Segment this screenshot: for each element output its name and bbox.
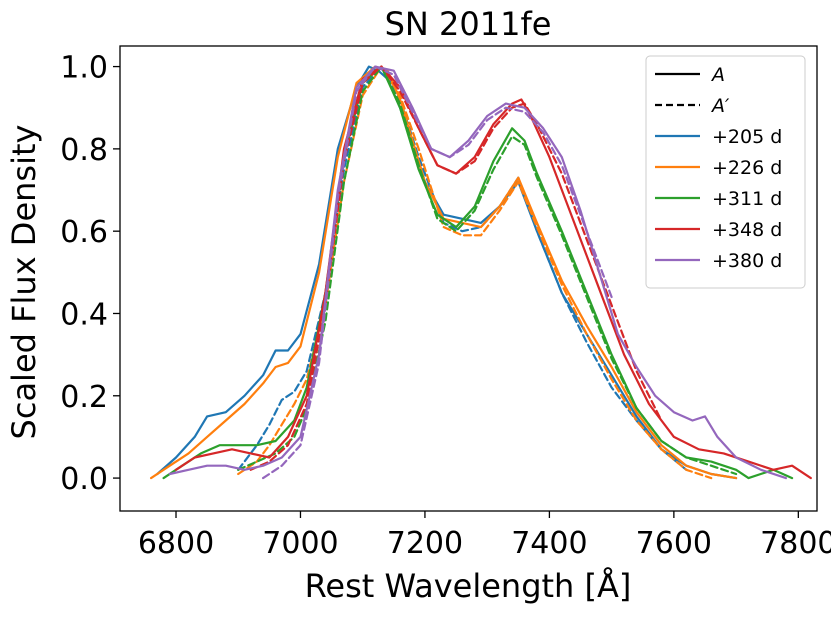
x-tick-label: 7000 bbox=[262, 526, 338, 561]
legend-label: +380 d bbox=[712, 250, 782, 272]
x-axis-label: Rest Wavelength [Å] bbox=[305, 567, 632, 605]
chart-title: SN 2011fe bbox=[385, 5, 552, 43]
y-axis-label: Scaled Flux Density bbox=[5, 125, 43, 440]
series-line-226d-a bbox=[150, 65, 738, 480]
y-tick-label: 0.2 bbox=[60, 380, 108, 415]
legend-label: +205 d bbox=[712, 126, 782, 148]
y-tick-label: 0.4 bbox=[60, 297, 108, 332]
legend-label: A bbox=[710, 64, 725, 86]
x-tick-label: 6800 bbox=[138, 526, 214, 561]
x-tick-label: 7800 bbox=[760, 526, 831, 561]
legend-label: +226 d bbox=[712, 157, 782, 179]
series-line-348d-a bbox=[174, 65, 812, 480]
y-tick-label: 0.0 bbox=[60, 462, 108, 497]
legend-label: A′ bbox=[710, 95, 730, 117]
y-tick-label: 0.6 bbox=[60, 215, 108, 250]
x-tick-label: 7600 bbox=[636, 526, 712, 561]
x-tick-label: 7400 bbox=[511, 526, 587, 561]
plot-frame bbox=[119, 45, 818, 512]
series-layer bbox=[150, 65, 812, 480]
plot-area bbox=[150, 65, 812, 480]
legend: A A′ +205 d +226 d +311 d +348 d +380 d bbox=[645, 55, 806, 289]
y-axis: 0.0 0.2 0.4 0.6 0.8 1.0 bbox=[60, 51, 120, 497]
x-tick-label: 7200 bbox=[387, 526, 463, 561]
legend-label: +311 d bbox=[712, 188, 782, 210]
x-axis: 6800 7000 7200 7400 7600 7800 bbox=[138, 511, 831, 561]
series-line-226d-a-prime bbox=[237, 65, 713, 480]
series-line-311d-a bbox=[162, 65, 794, 480]
legend-label: +348 d bbox=[712, 219, 782, 241]
series-line-348d-a-prime bbox=[249, 65, 663, 471]
series-line-380d-a-prime bbox=[262, 65, 613, 480]
legend-entries: A A′ +205 d +226 d +311 d +348 d +380 d bbox=[655, 64, 782, 272]
y-tick-label: 1.0 bbox=[60, 51, 108, 86]
y-tick-label: 0.8 bbox=[60, 133, 108, 168]
series-line-380d-a bbox=[168, 65, 788, 480]
